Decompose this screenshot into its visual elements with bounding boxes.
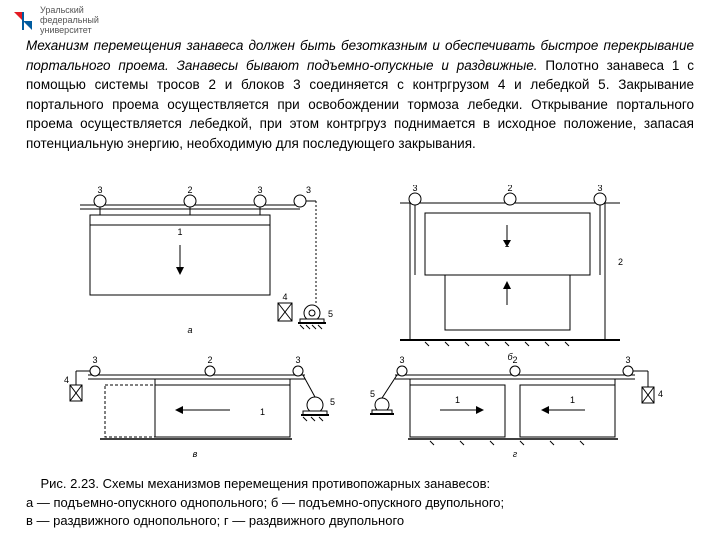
caption-line3: в — раздвижного однопольного; г — раздви… [26,513,404,528]
svg-text:3: 3 [625,355,630,365]
svg-text:в: в [193,449,198,459]
caption-line2: а — подъемно-опускного однопольного; б —… [26,495,504,510]
figure-a: 3 2 3 3 1 [60,185,340,365]
svg-text:1: 1 [455,395,460,405]
svg-text:3: 3 [92,355,97,365]
figure-caption: Рис. 2.23. Схемы механизмов перемещения … [26,475,694,530]
svg-text:3: 3 [257,185,262,195]
logo: Уральский федеральный университет [12,6,99,36]
svg-text:2: 2 [512,355,517,365]
svg-text:3: 3 [597,185,602,193]
svg-text:а: а [187,325,192,335]
svg-text:2: 2 [207,355,212,365]
svg-text:3: 3 [412,185,417,193]
logo-line3: университет [40,25,92,35]
logo-mark-icon [12,10,34,32]
svg-text:5: 5 [328,309,333,319]
figure-g: 3 2 3 1 1 4 [370,355,670,465]
svg-text:3: 3 [399,355,404,365]
svg-text:5: 5 [370,389,375,399]
figure-group: 3 2 3 3 1 [60,185,660,465]
svg-text:4: 4 [282,292,287,302]
svg-text:1: 1 [177,227,182,237]
logo-line2: федеральный [40,15,99,25]
svg-text:г: г [513,449,518,459]
svg-text:1: 1 [570,395,575,405]
svg-text:2: 2 [507,185,512,193]
svg-text:4: 4 [64,375,69,385]
body-paragraph: Механизм перемещения занавеса должен быт… [26,36,694,153]
svg-text:3: 3 [97,185,102,195]
svg-text:4: 4 [658,389,663,399]
logo-line1: Уральский [40,5,84,15]
svg-text:3: 3 [306,185,311,195]
logo-text: Уральский федеральный университет [40,6,99,36]
svg-text:2: 2 [187,185,192,195]
svg-text:3: 3 [295,355,300,365]
svg-text:5: 5 [330,397,335,407]
svg-text:1: 1 [260,407,265,417]
svg-text:2: 2 [618,257,623,267]
figure-v: 3 2 3 4 1 [60,355,340,465]
figure-b: 3 2 3 1 2 [370,185,650,365]
caption-line1: Рис. 2.23. Схемы механизмов перемещения … [40,476,490,491]
